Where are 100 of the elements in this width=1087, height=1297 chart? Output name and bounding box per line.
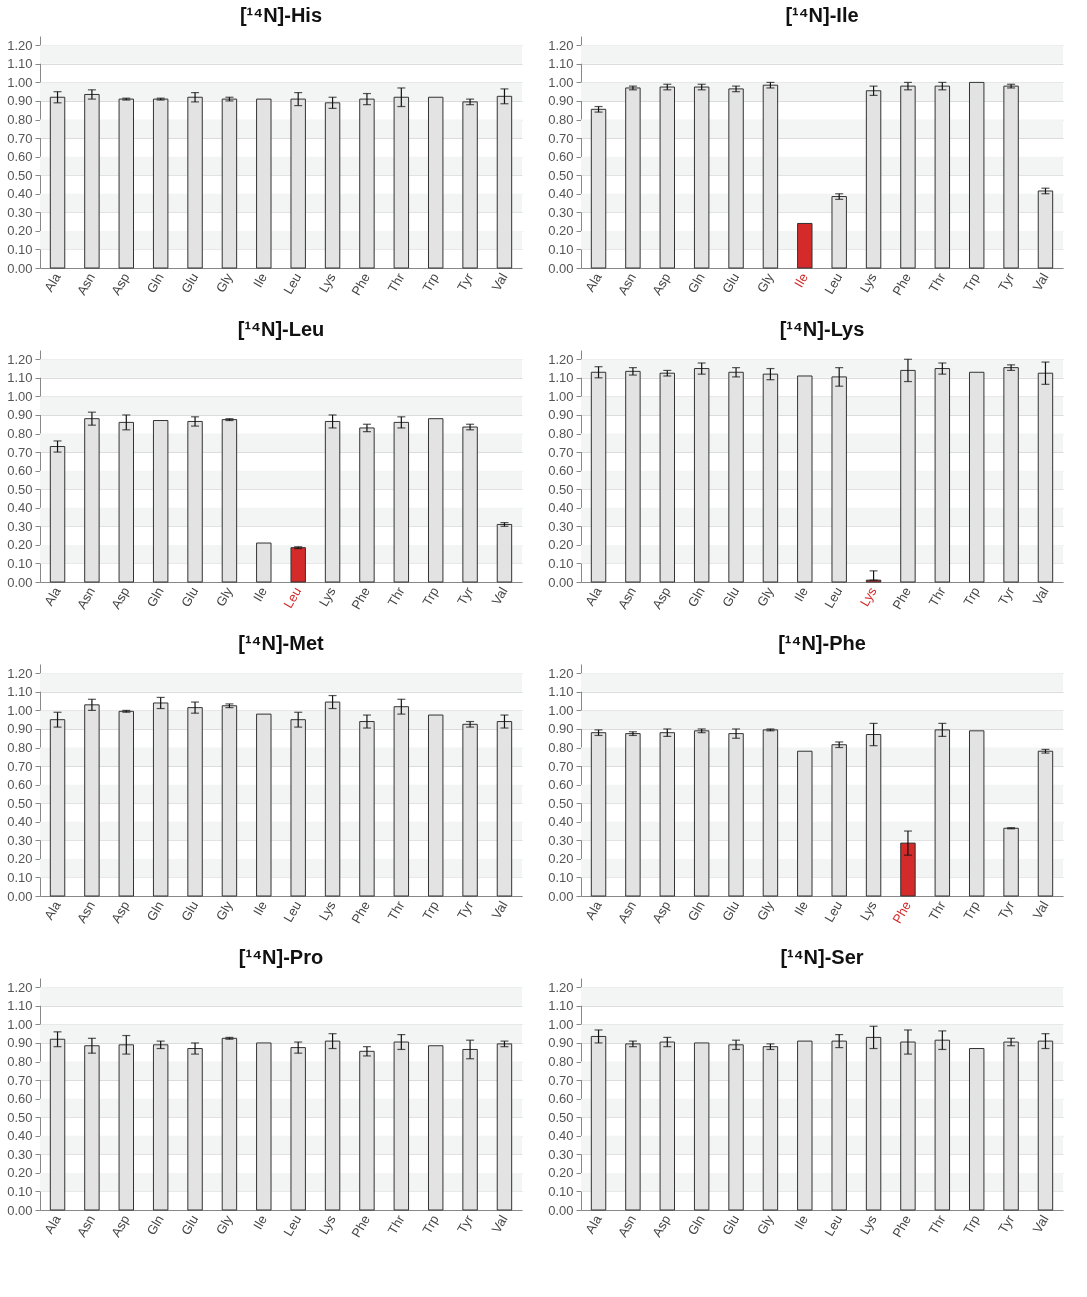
x-tick-label: Lys xyxy=(856,898,880,924)
y-tick-label: 0.90 xyxy=(548,721,574,737)
y-tick-label: 0.00 xyxy=(548,574,574,590)
x-tick-label: Asn xyxy=(73,898,98,926)
x-tick-label: Tyr xyxy=(995,897,1018,922)
y-tick-label: 0.50 xyxy=(7,1109,33,1125)
x-tick-label: Phe xyxy=(348,584,374,613)
y-tick-label: 0.40 xyxy=(7,500,33,516)
x-tick-label: Tyr xyxy=(454,897,477,922)
x-tick-label: Ala xyxy=(582,583,605,609)
x-tick-label: Trp xyxy=(960,898,983,923)
x-tick-label: Trp xyxy=(960,270,983,295)
x-tick-label: Lys xyxy=(315,584,339,610)
x-tick-label: Phe xyxy=(889,584,915,613)
x-tick-label: Val xyxy=(488,898,511,922)
x-tick-label: Ile xyxy=(791,270,811,290)
y-tick-label: 1.00 xyxy=(7,74,33,90)
x-tick-label: Ala xyxy=(582,1211,605,1237)
y-tick-label: 0.30 xyxy=(7,832,33,848)
y-tick-label: 0.60 xyxy=(548,1091,574,1107)
x-tick-label: Leu xyxy=(280,898,305,925)
x-tick-label: Asn xyxy=(614,270,639,298)
x-tick-label: Leu xyxy=(821,1212,846,1239)
y-tick-label: 1.00 xyxy=(548,388,574,404)
chart-title: [¹⁴N]-Leu xyxy=(237,318,325,340)
y-tick-label: 0.20 xyxy=(548,537,574,553)
y-tick-label: 1.00 xyxy=(548,74,574,90)
x-tick-label: Val xyxy=(488,584,511,608)
x-tick-label: Ala xyxy=(41,269,64,295)
y-tick-label: 0.90 xyxy=(7,93,33,109)
y-tick-label: 0.50 xyxy=(7,795,33,811)
x-tick-label: Gly xyxy=(753,898,777,923)
x-tick-label: Thr xyxy=(384,897,408,923)
y-tick-label: 1.20 xyxy=(548,37,574,53)
y-tick-label: 0.00 xyxy=(548,1202,574,1218)
chart-title: [¹⁴N]-Lys xyxy=(779,318,865,340)
y-tick-label: 0.10 xyxy=(548,869,574,885)
y-tick-label: 0.70 xyxy=(548,444,574,460)
y-tick-label: 0.10 xyxy=(548,1183,574,1199)
x-tick-label: Leu xyxy=(280,1212,305,1239)
x-tick-label: Phe xyxy=(348,1212,374,1241)
x-tick-label: Gln xyxy=(684,898,708,924)
x-tick-label: Trp xyxy=(419,1212,442,1237)
y-tick-label: 0.10 xyxy=(7,241,33,257)
x-tick-label: Gln xyxy=(143,270,167,296)
y-tick-label: 0.60 xyxy=(7,1091,33,1107)
x-tick-label: Lys xyxy=(315,1212,339,1238)
y-tick-label: 1.00 xyxy=(7,702,33,718)
chart-title: [¹⁴N]-His xyxy=(239,4,323,26)
x-tick-label: Gln xyxy=(143,898,167,924)
x-tick-label: Asp xyxy=(108,584,133,612)
y-tick-label: 0.10 xyxy=(548,241,574,257)
x-tick-label: Ala xyxy=(41,583,64,609)
x-tick-label: Trp xyxy=(419,584,442,609)
chart-title: [¹⁴N]-Pro xyxy=(238,946,324,968)
y-tick-label: 0.80 xyxy=(7,426,33,442)
x-tick-label: Gly xyxy=(753,1212,777,1237)
y-tick-label: 0.40 xyxy=(548,1128,574,1144)
y-tick-label: 0.50 xyxy=(548,167,574,183)
x-tick-label: Val xyxy=(1029,270,1052,294)
y-tick-label: 0.10 xyxy=(548,555,574,571)
x-tick-label: Asn xyxy=(73,270,98,298)
y-tick-label: 0.80 xyxy=(548,426,574,442)
y-tick-label: 0.80 xyxy=(7,1054,33,1070)
x-tick-label: Gln xyxy=(143,1212,167,1238)
x-tick-label: Asn xyxy=(614,1212,639,1240)
y-tick-label: 0.50 xyxy=(548,481,574,497)
x-tick-label: Leu xyxy=(280,584,305,611)
y-tick-label: 1.00 xyxy=(548,1016,574,1032)
y-tick-label: 0.50 xyxy=(7,481,33,497)
y-tick-label: 0.00 xyxy=(7,1202,33,1218)
x-tick-label: Glu xyxy=(719,584,743,610)
x-tick-label: Trp xyxy=(419,898,442,923)
y-tick-label: 0.70 xyxy=(7,444,33,460)
x-tick-label: Ile xyxy=(791,898,811,918)
x-tick-label: Val xyxy=(488,270,511,294)
x-tick-label: Gly xyxy=(212,898,236,923)
x-tick-label: Trp xyxy=(960,1212,983,1237)
x-tick-label: Ile xyxy=(250,1212,270,1232)
x-tick-label: Thr xyxy=(925,269,949,295)
y-tick-label: 0.40 xyxy=(7,186,33,202)
y-tick-label: 0.50 xyxy=(548,795,574,811)
y-tick-label: 1.20 xyxy=(7,37,33,53)
y-tick-label: 0.40 xyxy=(7,814,33,830)
y-tick-label: 1.20 xyxy=(7,979,33,995)
y-tick-label: 1.10 xyxy=(7,56,33,72)
x-tick-label: Ile xyxy=(250,270,270,290)
x-tick-label: Phe xyxy=(889,1212,915,1241)
x-tick-label: Gln xyxy=(684,1212,708,1238)
x-tick-label: Glu xyxy=(178,898,202,924)
y-tick-label: 0.60 xyxy=(548,777,574,793)
x-tick-label: Leu xyxy=(280,270,305,297)
x-tick-label: Asp xyxy=(649,270,674,298)
y-tick-label: 0.30 xyxy=(548,832,574,848)
y-tick-label: 0.10 xyxy=(7,869,33,885)
y-tick-label: 0.30 xyxy=(548,1146,574,1162)
x-tick-label: Thr xyxy=(925,897,949,923)
x-tick-label: Glu xyxy=(178,270,202,296)
x-tick-label: Lys xyxy=(315,898,339,924)
y-tick-label: 0.30 xyxy=(548,204,574,220)
